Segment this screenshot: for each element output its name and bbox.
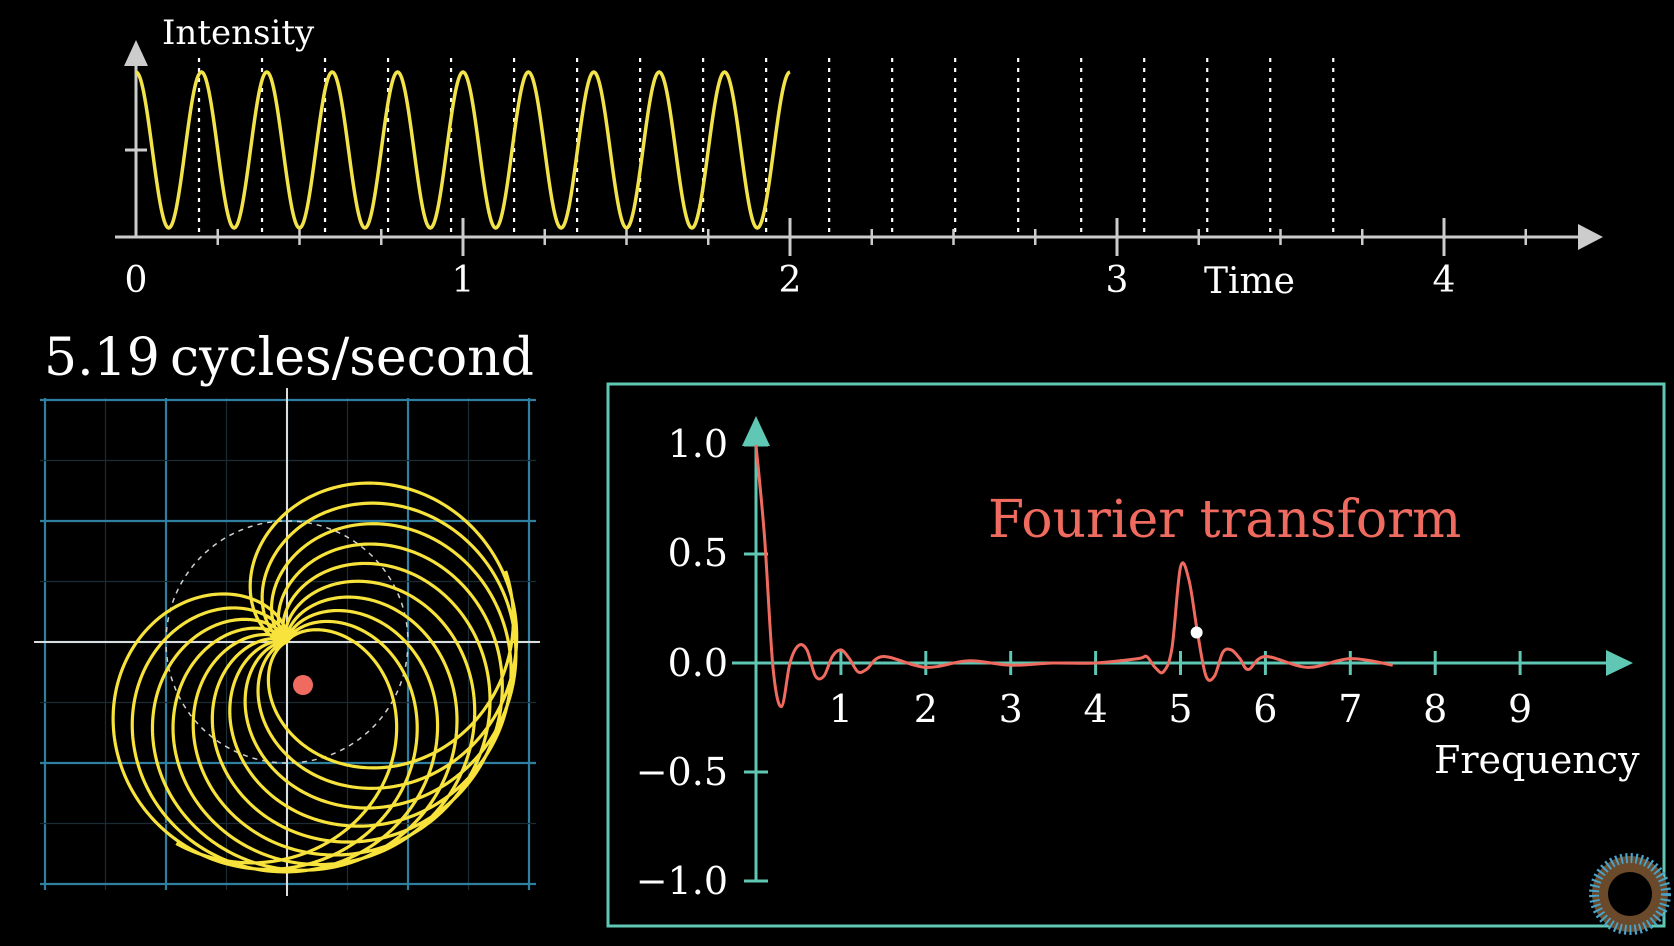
time-major-ticks [461, 218, 1446, 256]
center-of-mass-dot [293, 675, 313, 695]
frequency-ticks [839, 651, 1522, 675]
frequency-tick-label: 4 [1084, 687, 1108, 731]
ft-y-tick-label-1: 1.0 [668, 422, 728, 466]
winding-frequency-unit: cycles/second [170, 328, 534, 388]
fourier-transform-label: Fourier transform [988, 490, 1461, 550]
ft-y-tick-label-0: 0.0 [668, 641, 728, 685]
ft-y-tick-label-0.5: 0.5 [668, 531, 728, 575]
winding-frequency-value: 5.19 [44, 328, 160, 388]
ft-y-tick-label-neg0.5: −0.5 [636, 750, 728, 794]
frequency-tick-label: 5 [1168, 687, 1192, 731]
frequency-tick-label: 2 [914, 687, 938, 731]
time-x-axis-arrow [1578, 224, 1603, 250]
frequency-axis-arrow [1606, 650, 1633, 676]
intensity-signal [135, 70, 791, 230]
frequency-tick-labels: 1 2 3 4 5 6 7 8 9 [829, 687, 1532, 731]
frequency-tick-label: 3 [999, 687, 1023, 731]
winding-curve [111, 481, 519, 874]
frequency-tick-label: 7 [1338, 687, 1362, 731]
fourier-frame [606, 382, 1666, 928]
time-tick-label-3: 3 [1106, 260, 1129, 301]
time-label: Time [1204, 261, 1295, 302]
frequency-tick-label: 1 [829, 687, 853, 731]
time-tick-label-1: 1 [452, 260, 475, 301]
time-tick-label-2: 2 [779, 260, 802, 301]
time-plot: Intensity Time 0 1 2 3 4 [115, 13, 1603, 302]
intensity-axis-arrow [124, 40, 148, 66]
fourier-transform-curve [754, 444, 1394, 709]
time-tick-label-0: 0 [125, 260, 148, 301]
ft-y-tick-labels: 1.0 0.5 0.0 −0.5 −1.0 [636, 422, 728, 903]
winding-graph [34, 388, 540, 896]
time-tick-label-4: 4 [1433, 260, 1456, 301]
intensity-label: Intensity [162, 13, 315, 53]
time-minor-ticks [216, 229, 1527, 245]
ft-y-axis-arrow [742, 416, 770, 446]
current-frequency-marker [1190, 626, 1203, 639]
time-tick-labels: 0 1 2 3 4 [125, 260, 1456, 301]
ft-y-tick-label-neg1: −1.0 [636, 859, 728, 903]
frequency-axis-label: Frequency [1434, 738, 1640, 782]
winding-frequency-readout: 5.19 cycles/second [44, 328, 534, 388]
frequency-tick-label: 6 [1253, 687, 1277, 731]
fourier-panel: 1.0 0.5 0.0 −0.5 −1.0 1 2 3 4 5 6 7 8 9 Fourier … [606, 382, 1666, 928]
winding-unit-circle [165, 520, 409, 764]
channel-logo-icon [1589, 853, 1671, 935]
frequency-tick-label: 8 [1423, 687, 1447, 731]
frequency-tick-label: 9 [1508, 687, 1532, 731]
